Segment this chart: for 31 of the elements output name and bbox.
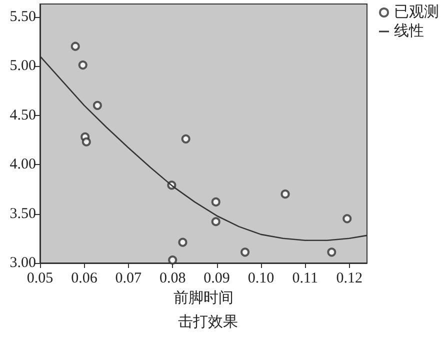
point — [211, 217, 220, 226]
x-tick-label: 0.10 — [248, 270, 274, 286]
y-tick-label: 3.50 — [10, 206, 36, 222]
x-tick-label: 0.09 — [204, 270, 230, 286]
point — [82, 137, 91, 146]
legend-label: 已观测 — [394, 4, 439, 20]
point — [181, 134, 190, 144]
point — [211, 197, 220, 206]
y-tick-label: 4.50 — [10, 107, 36, 124]
point — [327, 248, 336, 257]
point — [280, 190, 290, 199]
x-axis-title: 前脚时间 — [174, 289, 234, 306]
text: 击打效果 — [178, 314, 238, 330]
x-tick-label: 0.08 — [159, 270, 186, 286]
legend-label: 线性 — [394, 22, 424, 40]
point — [70, 42, 80, 51]
y-tick-label: 4.00 — [10, 156, 36, 173]
point — [92, 100, 102, 110]
point — [240, 248, 250, 257]
y-tick-label: 5.50 — [10, 8, 36, 25]
point — [168, 256, 178, 265]
point — [178, 238, 188, 247]
y-tick-label: 5.00 — [10, 58, 36, 74]
y-tick-label: 3.00 — [10, 255, 36, 271]
point — [342, 214, 352, 224]
x-tick-label: 0.11 — [292, 270, 318, 286]
x-tick-label: 0.05 — [26, 270, 54, 286]
x-tick-label: 0.12 — [336, 270, 362, 286]
point — [78, 60, 88, 70]
x-tick-label: 0.06 — [71, 270, 98, 286]
x-tick-label: 0.07 — [115, 270, 142, 286]
